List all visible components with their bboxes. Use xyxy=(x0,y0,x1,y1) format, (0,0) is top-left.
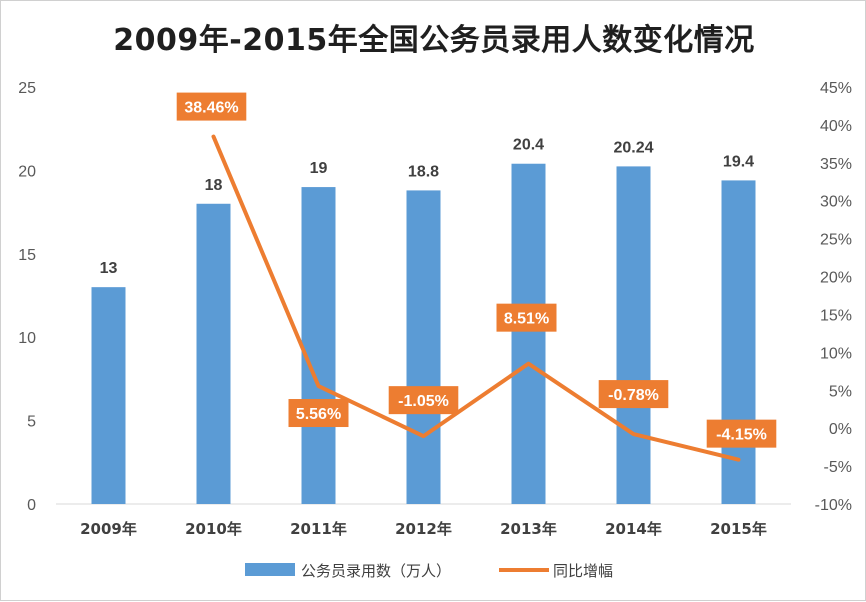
label-layer: 13 18 19 18.8 20.4 20.24 19.4 38.46% 5.56% -1.05%… xyxy=(100,92,777,448)
line-layer xyxy=(211,134,741,462)
line-label-box xyxy=(288,399,349,428)
line-label-box xyxy=(496,303,557,332)
y-left-tick-label: 25 xyxy=(18,80,36,97)
bar xyxy=(406,190,441,504)
y-left-tick-label: 10 xyxy=(18,330,36,347)
y-left-tick-label: 5 xyxy=(27,414,36,431)
legend-line-label: 同比增幅 xyxy=(553,562,613,580)
legend-bar-swatch xyxy=(245,563,295,576)
x-tick-label: 2010年 xyxy=(185,520,242,538)
bar-data-label: 18 xyxy=(205,177,223,194)
y-right-tick-label: 20% xyxy=(820,270,852,287)
x-tick-label: 2011年 xyxy=(290,520,347,538)
bar-layer xyxy=(91,163,756,505)
line-label-box xyxy=(176,92,247,121)
y-right-tick-label: -10% xyxy=(815,497,852,514)
y-right-tick-label: 15% xyxy=(820,307,852,324)
y-left-tick-label: 15 xyxy=(18,247,36,264)
x-tick-label: 2014年 xyxy=(605,520,662,538)
line-data-label: 38.46% xyxy=(184,100,238,117)
x-tick-label: 2012年 xyxy=(395,520,452,538)
y-right-tick-label: 45% xyxy=(820,80,852,97)
bar-data-label: 20.24 xyxy=(613,139,653,156)
bar-data-label: 18.8 xyxy=(408,163,439,180)
bar xyxy=(511,163,546,504)
line-data-label: 5.56% xyxy=(296,406,341,423)
y-right-tick-label: 25% xyxy=(820,232,852,249)
x-tick-label: 2009年 xyxy=(80,520,137,538)
y-right-tick-label: 35% xyxy=(820,156,852,173)
bar xyxy=(616,166,651,505)
y-right-tick-label: 40% xyxy=(820,118,852,135)
line-label-box xyxy=(598,380,669,409)
line-label-box xyxy=(706,419,777,448)
line-data-label: -1.05% xyxy=(398,393,449,410)
legend: 公务员录用数（万人） 同比增幅 xyxy=(245,562,613,580)
bar xyxy=(721,180,756,504)
y-right-tick-label: 30% xyxy=(820,194,852,211)
line-data-label: -4.15% xyxy=(716,427,767,444)
y-right-tick-label: 5% xyxy=(829,383,852,400)
bar xyxy=(196,203,231,504)
line-data-label: -0.78% xyxy=(608,387,659,404)
bar xyxy=(91,287,126,504)
y-right-tick-label: -5% xyxy=(824,459,852,476)
y-left-tick-label: 20 xyxy=(18,163,36,180)
y-left-tick-label: 0 xyxy=(27,497,36,514)
y-right-tick-label: 0% xyxy=(829,421,852,438)
growth-line xyxy=(211,134,741,462)
bar-data-label: 19 xyxy=(310,160,328,177)
x-tick-label: 2013年 xyxy=(500,520,557,538)
legend-bar-label: 公务员录用数（万人） xyxy=(301,562,451,580)
chart-title: 2009年-2015年全国公务员录用人数变化情况 xyxy=(113,23,755,58)
line-data-label: 8.51% xyxy=(504,311,549,328)
y-right-tick-label: 10% xyxy=(820,345,852,362)
bar xyxy=(301,187,336,504)
bar-data-label: 20.4 xyxy=(513,137,544,154)
bar-data-label: 13 xyxy=(100,260,118,277)
axis-layer: 0 5 10 15 20 25 -10% -5% 0% 5% 10% 15% 20% 25% 30% 35% 4… xyxy=(18,80,852,538)
x-tick-label: 2015年 xyxy=(710,520,767,538)
bar-data-label: 19.4 xyxy=(723,153,754,170)
line-label-box xyxy=(388,386,459,415)
